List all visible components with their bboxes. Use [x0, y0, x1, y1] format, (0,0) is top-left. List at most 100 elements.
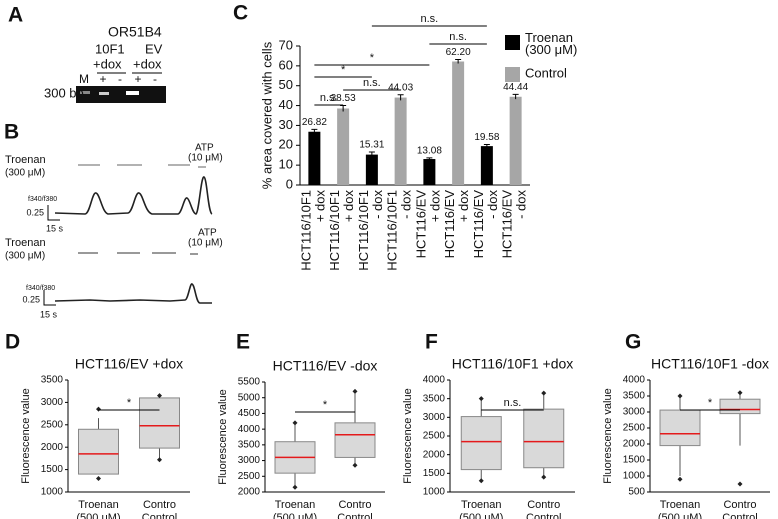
calcium-trace	[54, 283, 212, 304]
y-axis-label: Fluorescence value	[602, 388, 614, 483]
panel-label: G	[625, 331, 641, 354]
y-tick-label: 3500	[623, 391, 646, 402]
y-tick-label: 60	[279, 57, 293, 72]
y-tick-label: 2000	[41, 442, 64, 453]
y-tick-label: 70	[279, 37, 293, 52]
box	[523, 408, 565, 469]
outlier	[96, 476, 101, 482]
y-tick-label: 1500	[623, 455, 646, 466]
y-tick-label: 5000	[238, 392, 261, 403]
x-tick-label: HCT116/10F1- dox	[356, 190, 385, 271]
y-tick-label: 4000	[423, 375, 446, 386]
scale-bar	[43, 290, 56, 306]
significance-label: *	[323, 399, 328, 411]
scale-x: 15 s	[46, 223, 64, 233]
error-bar	[340, 105, 347, 112]
y-tick-label: 1500	[41, 464, 64, 475]
box	[139, 397, 180, 449]
control-dose: (10 μM)	[188, 238, 223, 249]
gel-band	[126, 91, 139, 95]
box	[659, 409, 701, 447]
y-tick-label: 4000	[623, 375, 646, 386]
y-tick-label: 2500	[238, 471, 261, 482]
gel-band	[99, 92, 109, 95]
chart-title: HCT116/10F1 +dox	[452, 356, 574, 372]
gel-band	[80, 91, 90, 94]
group-treatment: +dox	[93, 56, 122, 71]
y-tick-label: 1000	[423, 487, 446, 498]
panel-label: A	[8, 4, 23, 27]
y-tick-label: 3000	[238, 455, 261, 466]
scale-y: 0.25	[22, 294, 40, 304]
gel	[76, 86, 166, 103]
bar	[365, 154, 378, 185]
chart-title: HCT116/EV +dox	[75, 356, 183, 372]
box	[719, 398, 761, 415]
value-label: 13.08	[417, 145, 442, 156]
error-bar	[455, 59, 462, 64]
significance-label: *	[370, 52, 375, 64]
x-tick-label: Contro Control	[337, 499, 372, 519]
application-bars	[78, 164, 206, 168]
outlier	[352, 388, 358, 394]
outlier	[157, 457, 162, 463]
value-label: 19.58	[474, 132, 499, 143]
panel-label: F	[425, 331, 438, 354]
stimulus-dose: (300 μM)	[5, 251, 45, 262]
application-bars	[78, 252, 198, 255]
bar	[480, 146, 493, 185]
x-tick-label: Contro Control	[142, 499, 177, 519]
x-tick-label: Contro Control	[526, 499, 561, 519]
scale-x: 15 s	[40, 309, 58, 319]
x-tick-label: HCT116/EV- dox	[500, 190, 529, 259]
x-tick-label: HCT116/EV+ dox	[414, 190, 443, 259]
panel-label: D	[5, 331, 20, 354]
x-tick-label: Troenan (500 μM)	[459, 499, 503, 519]
ratio-label: f340/f380	[28, 196, 57, 203]
y-tick-label: 5500	[238, 377, 261, 388]
y-axis-label: Fluorescence value	[402, 388, 414, 483]
marker-label: 300 bp	[44, 85, 84, 100]
box	[78, 428, 119, 475]
control-dose: (10 μM)	[188, 153, 223, 164]
significance-label: *	[127, 397, 132, 409]
outlier	[478, 478, 484, 484]
error-bar	[397, 94, 404, 101]
outlier	[737, 390, 743, 396]
bar	[509, 96, 522, 185]
significance-label: n.s.	[320, 92, 338, 104]
y-tick-label: 2500	[623, 423, 646, 434]
group-line: EV	[145, 41, 163, 56]
outlier	[352, 462, 358, 468]
y-tick-label: 1000	[41, 487, 64, 498]
panel-label: E	[236, 331, 250, 354]
lane-label: +	[99, 72, 106, 86]
y-tick-label: 4500	[238, 408, 261, 419]
outlier	[737, 481, 743, 487]
panel-label: B	[4, 121, 19, 144]
error-bar	[368, 151, 375, 158]
y-tick-label: 3000	[423, 412, 446, 423]
y-tick-label: 2500	[423, 431, 446, 442]
bar	[452, 61, 465, 185]
significance-label: n.s.	[421, 13, 439, 25]
significance-label: *	[708, 397, 713, 409]
significance-label: *	[341, 64, 346, 76]
chart-title: HCT116/EV -dox	[273, 358, 378, 374]
y-tick-label: 40	[279, 97, 293, 112]
y-tick-label: 3500	[238, 439, 261, 450]
bar	[308, 131, 321, 185]
outlier	[157, 393, 162, 399]
y-tick-label: 3500	[423, 393, 446, 404]
control: ATP	[195, 143, 214, 154]
group-line: 10F1	[95, 41, 125, 56]
bar	[394, 97, 407, 185]
y-tick-label: 3500	[41, 375, 64, 386]
y-tick-label: 2000	[238, 487, 261, 498]
legend-label: Control	[525, 65, 567, 80]
x-tick-label: HCT116/EV- dox	[471, 190, 500, 259]
value-label: 15.31	[359, 140, 384, 151]
control: ATP	[198, 228, 217, 239]
value-label: 62.20	[446, 47, 471, 58]
